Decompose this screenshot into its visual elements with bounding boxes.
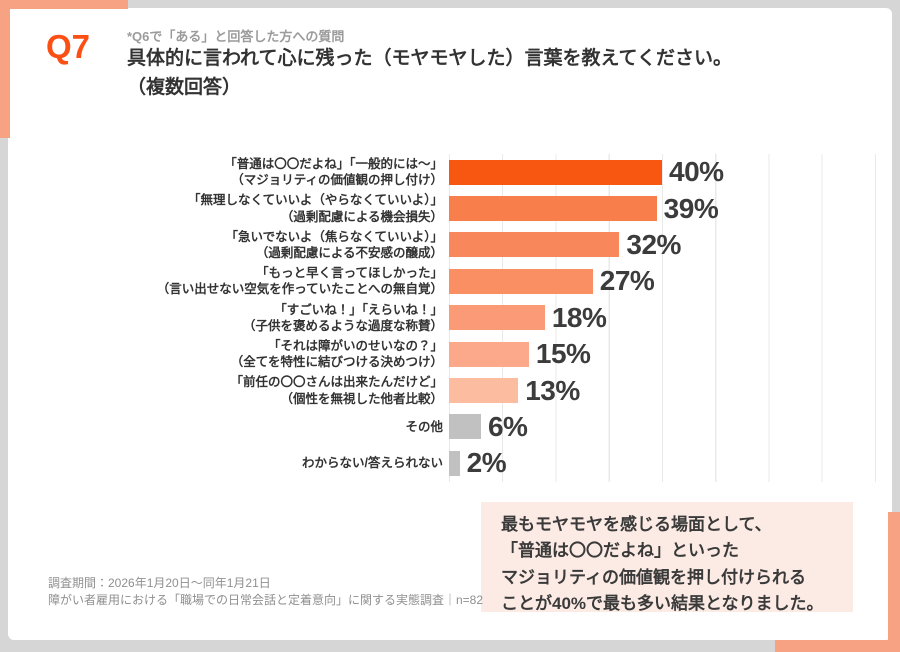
bar xyxy=(449,159,662,185)
bar xyxy=(449,414,481,440)
summary-line: ことが40%で最も多い結果となりました。 xyxy=(501,594,824,614)
chart-rows: 「普通は〇〇だよね」「一般的には～」 （マジョリティの価値観の押し付け） 40% 「無… xyxy=(48,154,876,482)
question-title-line2: （複数回答） xyxy=(127,77,242,99)
chart-row: 「それは障がいのせいなの？」 （全てを特性に結びつける決めつけ） 15% xyxy=(48,336,876,372)
value-label: 18% xyxy=(551,301,607,333)
value-label: 40% xyxy=(669,156,724,188)
question-number: Q7 xyxy=(46,28,91,65)
chart-row: その他 6% xyxy=(48,409,876,445)
value-label: 27% xyxy=(599,265,655,297)
corner-accent-top-left-vertical xyxy=(0,0,10,138)
question-note: *Q6で「ある」と回答した方への質問 xyxy=(127,29,345,44)
chart-row: 「普通は〇〇だよね」「一般的には～」 （マジョリティの価値観の押し付け） 40% xyxy=(48,154,876,190)
value-label: 15% xyxy=(535,338,591,370)
category-label: 「それは障がいのせいなの？」 （全てを特性に結びつける決めつけ） xyxy=(230,338,443,370)
bar xyxy=(449,450,460,476)
chart-row: わからない/答えられない 2% xyxy=(48,445,876,481)
bar xyxy=(449,341,529,367)
summary-line: 「普通は〇〇だよね」といった xyxy=(501,541,739,561)
footnote-line1: 調査期間：2026年1月20日～同年1月21日 xyxy=(48,576,271,590)
category-label: その他 xyxy=(405,419,443,434)
chart-row: 「もっと早く言ってほしかった」 （言い出せない空気を作っていたことへの無自覚） 27… xyxy=(48,263,876,299)
bar xyxy=(449,268,593,294)
value-label: 32% xyxy=(626,228,681,260)
chart-row: 「急いでないよ（焦らなくていいよ）」 （過剰配慮による不安感の醸成） 32% xyxy=(48,227,876,263)
corner-accent-top-left-horizontal xyxy=(0,0,128,9)
category-label: 「もっと早く言ってほしかった」 （言い出せない空気を作っていたことへの無自覚） xyxy=(156,266,443,297)
category-label: 「急いでないよ（焦らなくていいよ）」 （過剰配慮による不安感の醸成） xyxy=(225,229,443,260)
summary-box: 最もモヤモヤを感じる場面として、 「普通は〇〇だよね」といったマジョリティの価値観… xyxy=(481,502,853,613)
corner-accent-bottom-right-horizontal xyxy=(775,640,900,652)
value-label: 2% xyxy=(466,447,507,479)
summary-line: 最もモヤモヤを感じる場面として、 xyxy=(501,515,772,534)
value-label: 6% xyxy=(487,410,528,442)
bar xyxy=(449,305,545,331)
chart-row: 「すごいね！」「えらいね！」 （子供を褒めるような過度な称賛） 18% xyxy=(48,300,876,336)
category-label: 「無理しなくていいよ（やらなくていいよ）」 （過剰配慮による機会損失） xyxy=(187,193,443,224)
chart-row: 「前任の〇〇さんは出来たんだけど」 （個性を無視した他者比較） 13% xyxy=(48,372,876,408)
footnote: 調査期間：2026年1月20日～同年1月21日 障がい者雇用における「職場での日… xyxy=(48,575,483,610)
category-label: 「普通は〇〇だよね」「一般的には～」 （マジョリティの価値観の押し付け） xyxy=(224,156,443,188)
question-title: 具体的に言われて心に残った（モヤモヤした）言葉を教えてください。 （複数回答） xyxy=(127,44,867,103)
footnote-line2: 障がい者雇用における「職場での日常会話と定着意向」に関する実態調査｜n=82 xyxy=(48,593,484,608)
bar xyxy=(449,196,657,222)
question-title-line1: 具体的に言われて心に残った（モヤモヤした）言葉を教えてください。 xyxy=(127,48,732,69)
category-label: わからない/答えられない xyxy=(302,456,443,471)
category-label: 「すごいね！」「えらいね！」 （子供を褒めるような過度な称賛） xyxy=(242,302,443,333)
summary-line: マジョリティの価値観を押し付けられる xyxy=(501,567,806,587)
chart-row: 「無理しなくていいよ（やらなくていいよ）」 （過剰配慮による機会損失） 39% xyxy=(48,190,876,226)
value-label: 39% xyxy=(663,192,719,224)
value-label: 13% xyxy=(525,374,580,406)
category-label: 「前任の〇〇さんは出来たんだけど」 （個性を無視した他者比較） xyxy=(230,375,443,406)
corner-accent-bottom-right-vertical xyxy=(888,512,900,652)
bar xyxy=(449,232,620,258)
bar xyxy=(449,378,519,404)
